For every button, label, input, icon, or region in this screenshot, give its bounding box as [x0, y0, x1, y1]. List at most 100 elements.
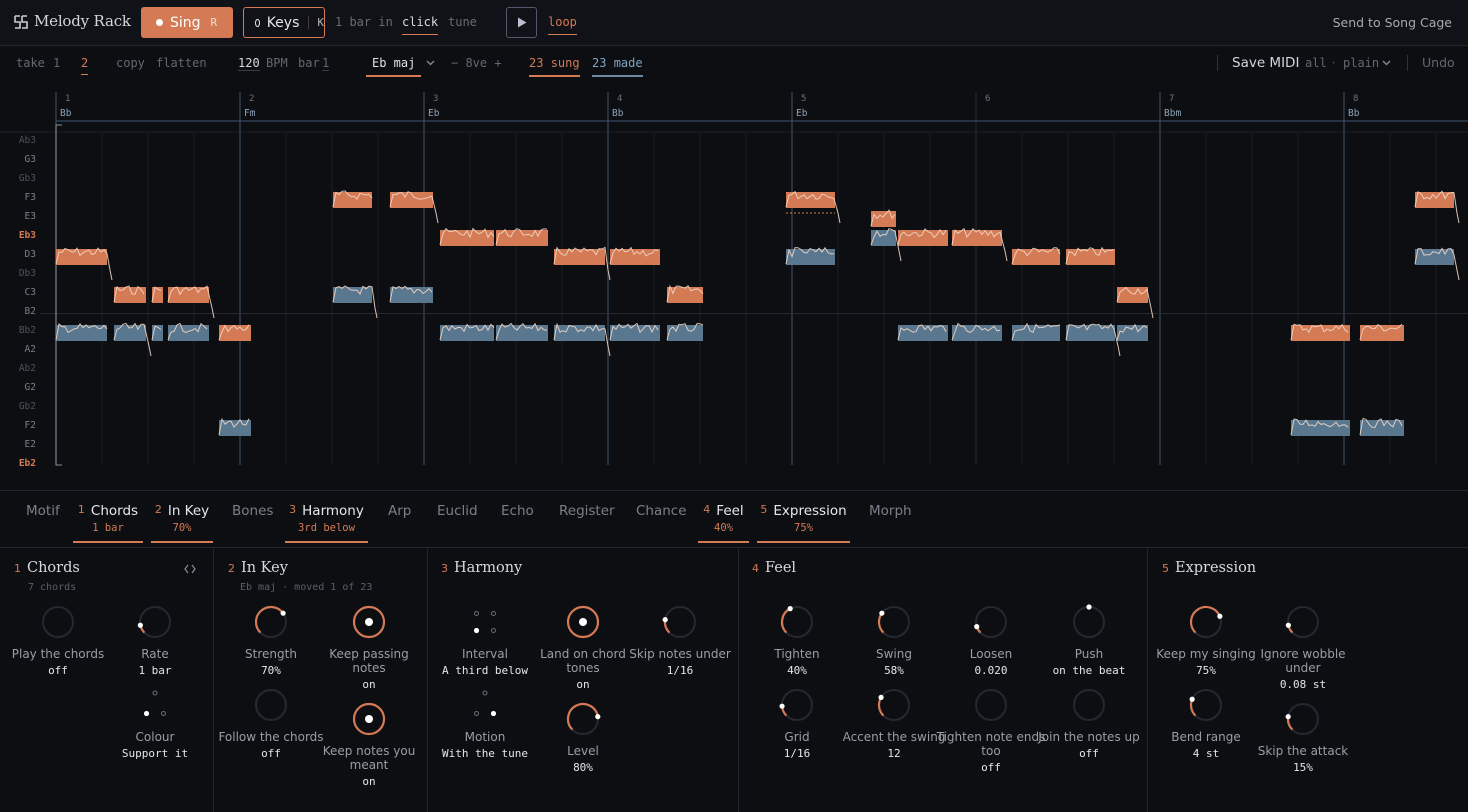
- knob-dial[interactable]: [565, 604, 601, 640]
- tab-motif[interactable]: Motif: [26, 503, 60, 543]
- knob-dial[interactable]: [467, 687, 503, 723]
- tab-register[interactable]: Register: [559, 503, 615, 543]
- accent-swing-knob[interactable]: Accent the swing 12: [839, 687, 949, 760]
- note-grid[interactable]: [0, 84, 1468, 488]
- loop-toggle[interactable]: loop: [548, 15, 577, 35]
- tab-euclid[interactable]: Euclid: [437, 503, 478, 543]
- bar-number[interactable]: 1: [65, 94, 71, 104]
- sung-notes-toggle[interactable]: 23 sung: [529, 56, 580, 77]
- knob-dial[interactable]: [1188, 604, 1224, 640]
- join-notes-toggle[interactable]: Join the notes up off: [1034, 687, 1144, 760]
- take-2-button[interactable]: 2: [81, 56, 89, 75]
- send-to-song-cage-button[interactable]: Send to Song Cage: [1332, 15, 1452, 30]
- chord-label[interactable]: Bbm: [1164, 108, 1182, 119]
- bar-number[interactable]: 2: [249, 94, 255, 104]
- knob-dial[interactable]: [253, 687, 289, 723]
- tab-harmony[interactable]: 3 Harmony 3rd below: [285, 503, 368, 543]
- bar-number[interactable]: 5: [801, 94, 807, 104]
- bar-number[interactable]: 8: [1353, 94, 1359, 104]
- skip-attack-knob[interactable]: Skip the attack 15%: [1248, 701, 1358, 774]
- knob-dial[interactable]: [253, 604, 289, 640]
- knob-dial[interactable]: [779, 687, 815, 723]
- tab-arp[interactable]: Arp: [388, 503, 411, 543]
- rate-knob[interactable]: Rate 1 bar: [100, 604, 210, 677]
- bend-range-knob[interactable]: Bend range 4 st: [1151, 687, 1261, 760]
- push-knob[interactable]: Push on the beat: [1034, 604, 1144, 677]
- play-button[interactable]: [506, 7, 537, 38]
- tab-morph[interactable]: Morph: [869, 503, 912, 543]
- knob-dial[interactable]: [1285, 701, 1321, 737]
- midi-style-select[interactable]: plain: [1343, 56, 1380, 70]
- play-chords-knob[interactable]: Play the chords off: [3, 604, 113, 677]
- save-midi-button[interactable]: Save MIDI: [1232, 55, 1300, 71]
- tighten-knob[interactable]: Tighten 40%: [742, 604, 852, 677]
- knob-dial[interactable]: [40, 604, 76, 640]
- ignore-wobble-knob[interactable]: Ignore wobble under 0.08 st: [1248, 604, 1358, 691]
- knob-dial[interactable]: [1071, 604, 1107, 640]
- knob-dial[interactable]: [351, 604, 387, 640]
- follow-chords-toggle[interactable]: Follow the chords off: [216, 687, 326, 760]
- grid-knob[interactable]: Grid 1/16: [742, 687, 852, 760]
- keep-meant-notes-toggle[interactable]: Keep notes you meant on: [314, 701, 424, 788]
- keys-mode-button[interactable]: Keys K: [243, 7, 325, 38]
- knob-dial[interactable]: [351, 701, 387, 737]
- interval-knob[interactable]: Interval A third below: [430, 604, 540, 677]
- knob-dial[interactable]: [565, 701, 601, 737]
- bar-number[interactable]: 4: [617, 94, 623, 104]
- knob-dial[interactable]: [876, 604, 912, 640]
- skip-notes-under-knob[interactable]: Skip notes under 1/16: [625, 604, 735, 677]
- knob-dial[interactable]: [137, 687, 173, 723]
- swing-knob[interactable]: Swing 58%: [839, 604, 949, 677]
- undo-button[interactable]: Undo: [1422, 55, 1455, 70]
- tab-expression[interactable]: 5 Expression 75%: [757, 503, 850, 543]
- made-notes-toggle[interactable]: 23 made: [592, 56, 643, 77]
- chord-label[interactable]: Eb: [796, 108, 808, 119]
- chord-label[interactable]: Bb: [1348, 108, 1360, 119]
- chord-label[interactable]: Bb: [612, 108, 624, 119]
- knob-dial[interactable]: [1071, 687, 1107, 723]
- bar-number[interactable]: 6: [985, 94, 991, 104]
- land-on-chord-tones-toggle[interactable]: Land on chord tones on: [528, 604, 638, 691]
- knob-dial[interactable]: [137, 604, 173, 640]
- chord-label[interactable]: Bb: [60, 108, 72, 119]
- tab-feel[interactable]: 4 Feel 40%: [698, 503, 749, 543]
- colour-knob[interactable]: Colour Support it: [100, 687, 210, 760]
- take-1-button[interactable]: 1: [53, 56, 61, 70]
- knob-dial[interactable]: [973, 604, 1009, 640]
- knob-dial[interactable]: [1188, 687, 1224, 723]
- copy-button[interactable]: copy: [116, 56, 145, 70]
- tab-bones[interactable]: Bones: [232, 503, 273, 543]
- chord-label[interactable]: Eb: [428, 108, 440, 119]
- octave-shift[interactable]: − 8ve +: [451, 56, 502, 70]
- tighten-note-ends-toggle[interactable]: Tighten note ends too off: [936, 687, 1046, 774]
- bar-field[interactable]: 1: [322, 56, 330, 71]
- knob-dial[interactable]: [973, 687, 1009, 723]
- chevron-down-icon[interactable]: [1382, 60, 1391, 66]
- tab-chords[interactable]: 1 Chords 1 bar: [73, 503, 143, 543]
- loosen-knob[interactable]: Loosen 0.020: [936, 604, 1046, 677]
- tab-echo[interactable]: Echo: [501, 503, 534, 543]
- level-knob[interactable]: Level 80%: [528, 701, 638, 774]
- bpm-field[interactable]: 120: [238, 56, 260, 71]
- bar-number[interactable]: 3: [433, 94, 439, 104]
- knob-dial[interactable]: [1285, 604, 1321, 640]
- key-select[interactable]: Eb maj: [366, 56, 422, 77]
- knob-dial[interactable]: [779, 604, 815, 640]
- chord-label[interactable]: Fm: [244, 108, 256, 119]
- strength-knob[interactable]: Strength 70%: [216, 604, 326, 677]
- keep-passing-notes-toggle[interactable]: Keep passing notes on: [314, 604, 424, 691]
- bar-number[interactable]: 7: [1169, 94, 1175, 104]
- keep-my-singing-knob[interactable]: Keep my singing 75%: [1151, 604, 1261, 677]
- tab-chance[interactable]: Chance: [636, 503, 687, 543]
- sing-mode-button[interactable]: Sing R: [141, 7, 233, 38]
- expand-icon[interactable]: [184, 564, 196, 574]
- tab-in-key[interactable]: 2 In Key 70%: [151, 503, 213, 543]
- knob-dial[interactable]: [467, 604, 503, 640]
- piano-roll[interactable]: Ab3 G3 Gb3 F3 E3 Eb3 D3 Db3 C3 B2 Bb2 A2 Ab2 G2 Gb2 F2 E…: [0, 84, 1468, 488]
- knob-dial[interactable]: [662, 604, 698, 640]
- chevron-down-icon[interactable]: [426, 60, 435, 66]
- count-in-toggle[interactable]: 1 bar in: [335, 15, 393, 29]
- midi-scope-select[interactable]: all: [1305, 56, 1327, 70]
- knob-dial[interactable]: [876, 687, 912, 723]
- click-toggle[interactable]: click: [402, 15, 439, 35]
